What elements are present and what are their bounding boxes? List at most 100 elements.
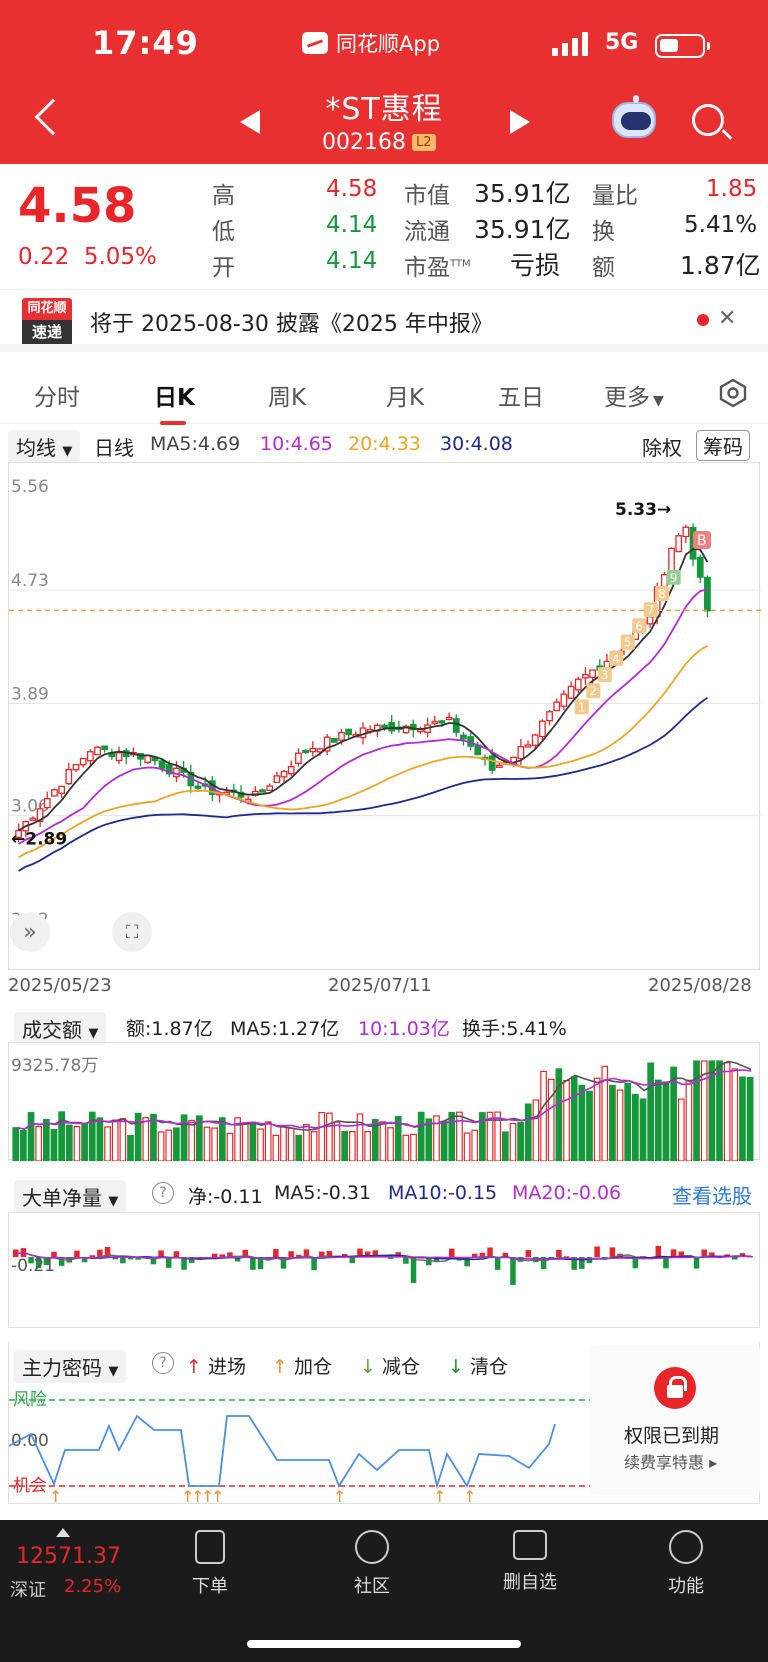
volume-bar (547, 1078, 555, 1162)
volume-bar (509, 1122, 517, 1162)
label-low: 低 (212, 219, 235, 245)
volume-bar (364, 1131, 371, 1162)
candle-body (488, 755, 496, 771)
next-stock-icon[interactable] (510, 110, 530, 134)
lock-icon (654, 1367, 696, 1409)
close-icon[interactable]: ✕ (718, 306, 737, 331)
netflow-bar (234, 1257, 241, 1262)
candle-body (402, 725, 410, 734)
volume-bar (501, 1131, 509, 1162)
volume-indicator-select[interactable]: 成交额 ▼ (14, 1012, 107, 1045)
volume-bar (456, 1111, 463, 1162)
remove-watchlist-button[interactable]: 删自选 (480, 1530, 580, 1594)
netflow-bar (487, 1247, 493, 1257)
candle-body (445, 716, 453, 721)
candle-body (675, 535, 683, 553)
fullscreen-icon[interactable]: ⛶ (112, 912, 152, 952)
td-seq-number: 3 (601, 668, 609, 682)
td-seq-number: 1 (578, 700, 586, 714)
low-mark: ←2.89 (11, 830, 67, 850)
netflow-indicator-select[interactable]: 大单净量 ▼ (14, 1180, 127, 1213)
order-icon (195, 1530, 225, 1564)
volume-bar (333, 1121, 341, 1162)
netflow-bar (318, 1251, 325, 1257)
tab-more[interactable]: 更多 ▼ (604, 385, 664, 411)
volume-bar (257, 1128, 264, 1162)
volume-bar (647, 1062, 655, 1162)
netflow-bar (35, 1257, 42, 1269)
volume-bar (341, 1130, 349, 1162)
tab-month-k[interactable]: 月K (386, 385, 425, 411)
expand-left-icon[interactable]: » (10, 912, 50, 952)
ma20-line (18, 645, 708, 859)
tab-fenshi[interactable]: 分时 (34, 385, 80, 411)
candle-body (589, 669, 596, 679)
legend-enter: ↑ 进场 (186, 1356, 246, 1378)
news-banner[interactable]: 同花顺 速递 将于 2025-08-30 披露《2025 年中报》 (0, 290, 768, 352)
volume-bar (609, 1084, 616, 1162)
ma10-line (18, 588, 708, 845)
functions-button[interactable]: 功能 (636, 1530, 736, 1598)
label-high: 高 (212, 183, 235, 209)
add-position-arrow: ↑ (181, 1487, 194, 1504)
buy-signal-badge (693, 531, 711, 549)
settings-hex-icon[interactable] (718, 378, 748, 408)
index-value[interactable]: 12571.37 (16, 1544, 121, 1569)
netflow-bar (609, 1247, 616, 1257)
help-icon[interactable]: ? (152, 1352, 174, 1374)
candle-body (51, 789, 58, 797)
help-icon[interactable]: ? (152, 1182, 174, 1204)
candle-body (266, 785, 274, 791)
volume-bar (173, 1127, 180, 1162)
order-button[interactable]: 下单 (160, 1530, 260, 1598)
netflow-bar (502, 1252, 509, 1257)
prev-stock-icon[interactable] (240, 110, 260, 134)
permission-expired-card[interactable]: 权限已到期 续费享特惠 ▸ (590, 1345, 760, 1495)
chouma-button[interactable]: 筹码 (696, 430, 750, 461)
ma-type-select[interactable]: 均线 ▼ (8, 430, 81, 463)
volume-bar (157, 1131, 165, 1162)
netflow-bar (311, 1257, 317, 1271)
value-high: 4.58 (326, 176, 378, 202)
search-icon[interactable] (692, 104, 724, 136)
volume-bar (425, 1118, 433, 1162)
add-position-arrow: ↑ (333, 1487, 346, 1504)
netflow-bar (326, 1251, 333, 1257)
assistant-robot-icon[interactable] (612, 95, 656, 138)
netflow-bar (219, 1254, 226, 1257)
app-logo-icon (302, 32, 328, 54)
tab-week-k[interactable]: 周K (268, 385, 307, 411)
netflow-bar (449, 1248, 455, 1257)
volume-bar (287, 1127, 295, 1162)
volume-bar (295, 1134, 303, 1162)
tab-five-day[interactable]: 五日 (498, 385, 544, 411)
netflow-bar (273, 1249, 279, 1257)
netflow-bar (693, 1257, 700, 1269)
perm-subtitle: 续费享特惠 ▸ (624, 1453, 718, 1472)
netflow-bar (494, 1257, 501, 1270)
current-price: 4.58 (18, 178, 137, 234)
tab-day-k[interactable]: 日K (154, 385, 195, 411)
view-picks-link[interactable]: 查看选股 (672, 1184, 752, 1208)
candle-body (438, 720, 446, 724)
community-button[interactable]: 社区 (322, 1530, 422, 1598)
volume-bar (693, 1060, 700, 1162)
label-amount: 额 (592, 255, 615, 281)
netflow-bar (296, 1254, 302, 1257)
mainforce-indicator-select[interactable]: 主力密码 ▼ (14, 1350, 127, 1383)
netflow-bar (410, 1257, 417, 1283)
candle-body (295, 752, 302, 765)
netflow-bar (655, 1245, 662, 1257)
volume-ma5: MA5:1.27亿 (230, 1018, 340, 1040)
volume-bar (211, 1127, 218, 1162)
candle-body (338, 731, 345, 741)
td-seq-number: 7 (647, 603, 655, 617)
y-axis-label: 3.89 (11, 685, 49, 705)
candle-body (696, 556, 704, 578)
candle-body (280, 770, 288, 778)
fuquan-button[interactable]: 除权 (642, 436, 682, 460)
netflow-bar (632, 1257, 639, 1269)
netflow-bar (288, 1251, 294, 1257)
volume-bar (203, 1126, 211, 1162)
